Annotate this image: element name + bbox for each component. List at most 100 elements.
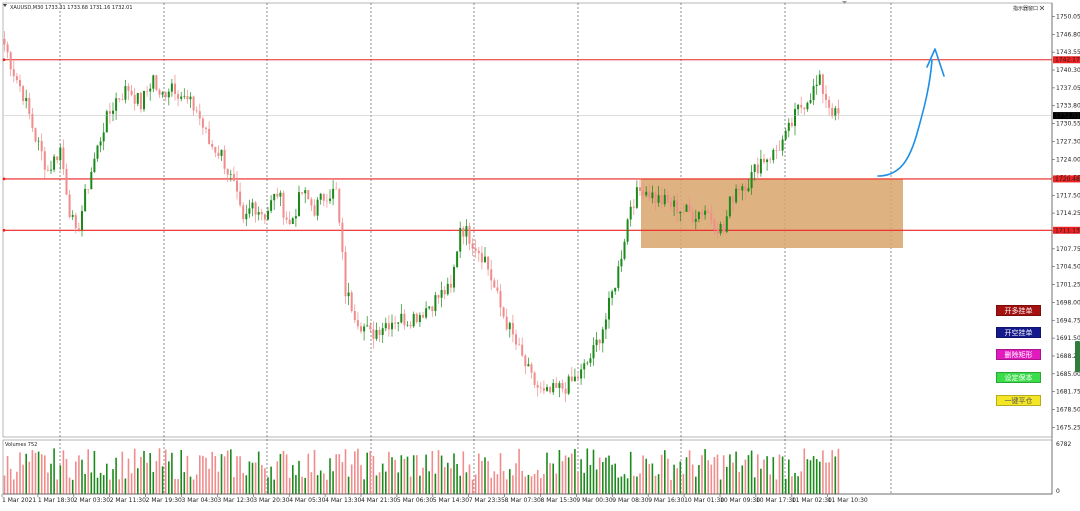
candle-body <box>257 212 260 215</box>
candle-body <box>28 97 31 115</box>
y-tick-label: 1737.05 <box>1056 85 1080 92</box>
candle-body <box>263 214 266 220</box>
x-tick-label: 1 Mar 2021 <box>2 497 36 504</box>
candle-body <box>325 200 328 202</box>
candle-body <box>313 205 316 216</box>
candle-body <box>831 107 834 117</box>
candle-body <box>577 376 579 379</box>
candle-body <box>657 195 660 203</box>
candle-body <box>694 219 697 222</box>
candle-body <box>68 194 71 217</box>
candle-body <box>632 206 635 208</box>
candle-body <box>322 193 325 201</box>
drawn-trend-arrow[interactable] <box>877 59 933 177</box>
candle-body <box>561 383 564 389</box>
level-line-handle[interactable] <box>2 228 6 232</box>
candle-body <box>511 322 514 335</box>
drawn-arrow-head[interactable] <box>926 48 945 77</box>
candle-body <box>248 208 251 214</box>
candle-body <box>335 188 338 190</box>
candle-body <box>77 228 80 230</box>
x-tick-label: 5 Mar 06:30 <box>397 497 433 504</box>
candle-body <box>772 149 775 161</box>
candle-body <box>533 372 536 385</box>
candle-body <box>837 108 840 114</box>
candle-body <box>586 362 589 364</box>
candle-body <box>353 310 356 321</box>
y-tick-label: 1750.05 <box>1056 13 1080 20</box>
candle-body <box>59 147 62 161</box>
candle-body <box>34 128 37 142</box>
x-tick-label: 2 Mar 11:30 <box>110 497 146 504</box>
candle-body <box>663 194 666 205</box>
candle-body <box>232 174 235 181</box>
order-button-label: 开多挂单 <box>1004 306 1033 315</box>
candle-body <box>685 204 688 212</box>
x-tick-label: 10 Mar 01:30 <box>684 497 724 504</box>
candle-body <box>759 158 762 174</box>
level-line-handle[interactable] <box>2 58 6 62</box>
candle-body <box>499 290 502 308</box>
candle-body <box>161 92 164 95</box>
candle-body <box>732 196 734 203</box>
candle-body <box>425 308 428 318</box>
price-scale-scroll-handle[interactable] <box>1075 341 1080 372</box>
order-button-1[interactable]: 开多挂单 <box>996 305 1041 316</box>
candle-body <box>217 152 220 156</box>
order-button-2[interactable]: 开空挂单 <box>996 327 1041 338</box>
order-button-3[interactable]: 删除矩形 <box>996 349 1041 360</box>
y-tick-label: 1688.25 <box>1056 353 1080 360</box>
candle-body <box>56 156 59 161</box>
candle-body <box>468 226 471 244</box>
candle-body <box>236 180 238 192</box>
y-tick-label: 1740.30 <box>1056 67 1080 74</box>
candle-body <box>462 227 465 237</box>
candle-body <box>25 97 28 102</box>
candle-body <box>409 324 412 327</box>
candle-body <box>549 387 552 393</box>
candle-body <box>474 248 477 251</box>
candle-body <box>139 93 142 110</box>
candle-body <box>446 283 449 295</box>
candle-body <box>279 192 282 197</box>
candle-body <box>133 94 136 104</box>
order-button-4[interactable]: 设定保本 <box>996 372 1041 383</box>
candle-body <box>406 324 409 326</box>
candle-body <box>341 222 344 252</box>
candle-body <box>437 295 440 298</box>
candle-body <box>648 191 651 199</box>
candle-body <box>102 132 105 142</box>
y-tick-label: 1714.25 <box>1056 210 1080 217</box>
close-icon[interactable] <box>1039 5 1045 11</box>
candle-body <box>220 149 223 156</box>
candle-body <box>604 319 607 330</box>
candle-body <box>583 363 586 370</box>
candle-body <box>592 345 595 359</box>
candle-body <box>738 188 741 191</box>
candle-body <box>440 289 443 298</box>
candle-body <box>530 364 533 373</box>
candle-body <box>515 334 517 345</box>
candle-body <box>99 141 102 146</box>
candle-body <box>304 190 307 194</box>
candle-body <box>431 306 434 312</box>
symbol-dropdown-icon[interactable] <box>3 4 7 7</box>
candle-body <box>418 315 421 323</box>
candle-body <box>471 243 474 249</box>
candle-body <box>115 98 118 111</box>
candle-body <box>282 192 285 218</box>
level-line-handle[interactable] <box>2 177 6 181</box>
candle-body <box>127 86 130 91</box>
candle-body <box>288 219 291 224</box>
x-tick-label: 11 Mar 02:30 <box>792 497 832 504</box>
candle-body <box>536 384 539 388</box>
last-price-label-box <box>1053 112 1080 120</box>
candle-body <box>508 322 511 330</box>
candle-body <box>660 195 663 205</box>
candle-body <box>710 212 713 221</box>
supply-demand-zone-rectangle[interactable] <box>641 178 903 249</box>
candle-body <box>96 145 99 159</box>
order-button-5[interactable]: 一键平仓 <box>996 395 1041 406</box>
last-price-label: 1732.01 <box>1055 113 1080 120</box>
